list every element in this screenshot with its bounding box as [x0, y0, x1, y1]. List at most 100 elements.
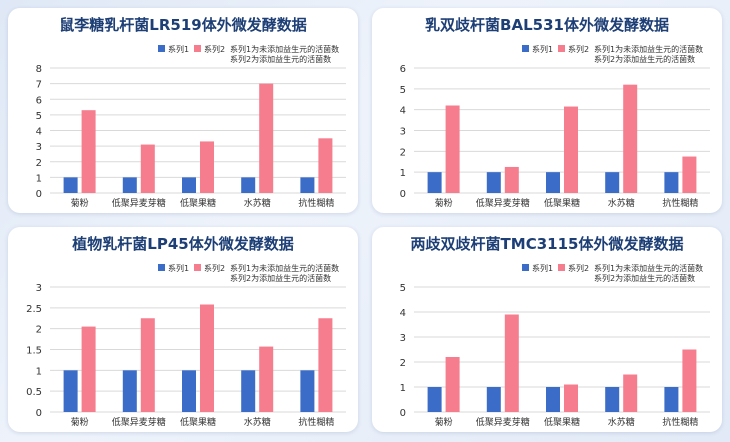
chart-panel-bal531: 乳双歧杆菌BAL531体外微发酵数据 系列1 系列2 系列1为未添加益生元的活菌数系…	[372, 8, 722, 213]
bar-series1	[546, 387, 560, 412]
x-tick-label: 抗性糊精	[298, 416, 334, 428]
legend-swatch-series2	[194, 264, 201, 271]
bar-series1	[122, 177, 137, 193]
y-tick-label: 1	[400, 383, 406, 394]
x-tick-label: 低聚果糖	[180, 416, 216, 428]
y-tick-label: 6	[400, 64, 406, 75]
x-tick-label: 低聚异麦芽糖	[476, 197, 530, 209]
bar-series1	[664, 172, 679, 193]
bar-series2	[259, 83, 274, 193]
legend-note-series2: 系列2为添加益生元的活菌数	[230, 273, 331, 283]
chart-panel-tmc3115: 两歧双歧杆菌TMC3115体外微发酵数据 系列1 系列2 系列1为未添加益生元的活菌…	[372, 227, 722, 432]
bar-series1	[63, 370, 78, 412]
bar-series1	[63, 177, 78, 193]
legend-label-series1: 系列1	[168, 44, 189, 54]
legend-swatch-series2	[194, 45, 201, 52]
bar-series2	[682, 156, 697, 193]
x-tick-label: 水苏糖	[608, 197, 635, 209]
y-tick-label: 5	[36, 111, 42, 122]
bar-series2	[682, 349, 697, 412]
x-tick-label: 水苏糖	[244, 197, 271, 209]
y-tick-label: 2	[36, 158, 42, 169]
x-tick-label: 低聚异麦芽糖	[112, 416, 166, 428]
y-tick-label: 0.5	[26, 387, 42, 398]
bar-series2	[445, 105, 460, 193]
legend-swatch-series1	[158, 264, 165, 271]
bar-series2	[623, 84, 638, 193]
y-tick-label: 0	[36, 408, 42, 419]
bar-series2	[445, 357, 460, 412]
bar-series2	[504, 314, 519, 412]
legend-label-series1: 系列1	[532, 44, 553, 54]
chart-title: 鼠李糖乳杆菌LR519体外微发酵数据	[59, 16, 307, 34]
y-tick-label: 5	[400, 85, 406, 96]
legend-note-series1: 系列1为未添加益生元的活菌数	[594, 44, 703, 54]
x-tick-label: 低聚异麦芽糖	[112, 197, 166, 209]
legend-swatch-series1	[158, 45, 165, 52]
y-tick-label: 0	[36, 189, 42, 200]
chart-panel-lr519: 鼠李糖乳杆菌LR519体外微发酵数据 系列1 系列2 系列1为未添加益生元的活菌数系…	[8, 8, 358, 213]
x-tick-label: 低聚异麦芽糖	[476, 416, 530, 428]
bar-series1	[300, 370, 315, 412]
legend-swatch-series2	[558, 45, 565, 52]
bar-series2	[623, 374, 638, 412]
bar-series2	[318, 318, 333, 412]
legend-note-series2: 系列2为添加益生元的活菌数	[594, 273, 695, 283]
x-tick-label: 抗性糊精	[298, 197, 334, 209]
y-tick-label: 0	[400, 189, 406, 200]
y-tick-label: 4	[400, 106, 406, 117]
x-tick-label: 低聚果糖	[180, 197, 216, 209]
x-tick-label: 菊粉	[435, 416, 453, 428]
legend-label-series1: 系列1	[168, 263, 189, 273]
bar-series1	[427, 387, 442, 412]
legend-swatch-series1	[522, 45, 529, 52]
y-tick-label: 2	[400, 147, 406, 158]
legend-note-series2: 系列2为添加益生元的活菌数	[230, 54, 331, 64]
y-tick-label: 1	[36, 366, 42, 377]
legend-note-series1: 系列1为未添加益生元的活菌数	[230, 263, 339, 273]
chart-title: 植物乳杆菌LP45体外微发酵数据	[72, 235, 294, 253]
bar-series1	[122, 370, 137, 412]
legend-label-series1: 系列1	[532, 263, 553, 273]
bar-series1	[241, 177, 256, 193]
legend-note-series1: 系列1为未添加益生元的活菌数	[594, 263, 703, 273]
x-tick-label: 抗性糊精	[662, 416, 698, 428]
bar-series2	[564, 106, 578, 193]
y-tick-label: 6	[36, 95, 42, 106]
bar-series1	[427, 172, 442, 193]
x-tick-label: 水苏糖	[608, 416, 635, 428]
bar-series1	[605, 387, 620, 412]
bar-series2	[318, 138, 333, 193]
bar-series2	[81, 110, 96, 193]
y-tick-label: 5	[400, 283, 406, 294]
legend-swatch-series2	[558, 264, 565, 271]
y-tick-label: 2.5	[26, 304, 42, 315]
legend-label-series2: 系列2	[568, 44, 589, 54]
chart-title: 两歧双歧杆菌TMC3115体外微发酵数据	[410, 235, 684, 253]
bar-series2	[81, 326, 96, 412]
legend-label-series2: 系列2	[204, 263, 225, 273]
bar-series1	[486, 387, 501, 412]
bar-series1	[182, 177, 196, 193]
y-tick-label: 1	[36, 173, 42, 184]
bar-series2	[200, 141, 214, 193]
bar-series1	[664, 387, 679, 412]
chart-panel-lp45: 植物乳杆菌LP45体外微发酵数据 系列1 系列2 系列1为未添加益生元的活菌数 系列2…	[8, 227, 358, 432]
bar-series2	[200, 304, 214, 412]
legend-note-series1: 系列1为未添加益生元的活菌数	[230, 44, 339, 54]
x-tick-label: 低聚果糖	[544, 197, 580, 209]
y-tick-label: 3	[36, 283, 42, 294]
bar-series2	[259, 346, 274, 412]
y-tick-label: 7	[36, 80, 42, 91]
bar-series2	[140, 144, 155, 193]
y-tick-label: 1	[400, 168, 406, 179]
y-tick-label: 3	[400, 333, 406, 344]
y-tick-label: 2	[36, 325, 42, 336]
legend-label-series2: 系列2	[204, 44, 225, 54]
